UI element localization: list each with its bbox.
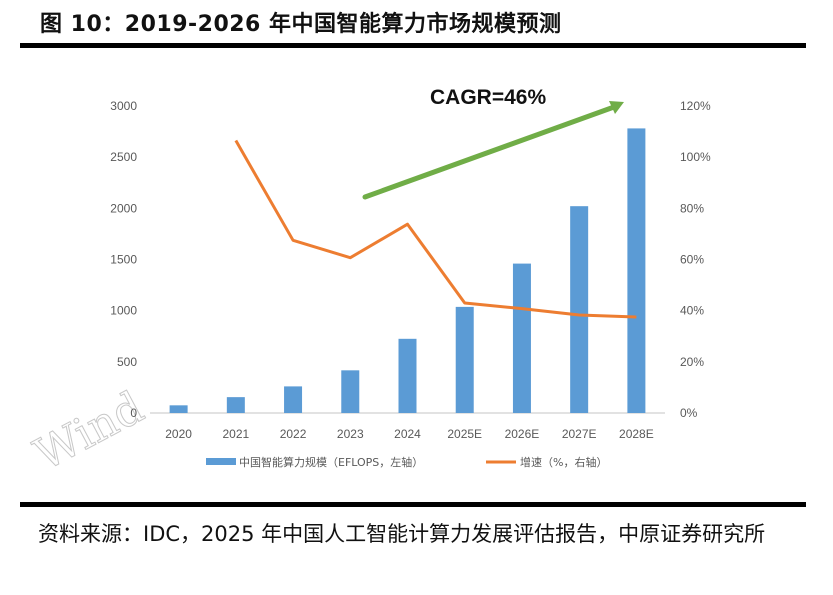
bar-2020 (169, 405, 188, 413)
x-tick-label: 2027E (562, 427, 597, 441)
left-tick-label: 2000 (110, 201, 137, 215)
bar-2028E (627, 128, 646, 413)
bar-2023 (341, 370, 360, 413)
bar-2025E (455, 306, 474, 413)
legend-bar-label: 中国智能算力规模（EFLOPS，左轴） (239, 455, 423, 469)
legend: 中国智能算力规模（EFLOPS，左轴） 增速（%，右轴） (206, 455, 607, 469)
right-axis: 0% 20% 40% 60% 80% 100% 120% (680, 99, 711, 420)
right-tick-label: 40% (680, 304, 704, 318)
cagr-annotation: CAGR=46% (430, 86, 546, 109)
x-tick-label: 2023 (337, 427, 364, 441)
right-tick-label: 0% (680, 406, 698, 420)
right-tick-label: 60% (680, 253, 704, 267)
growth-line (234, 139, 637, 319)
right-tick-label: 20% (680, 355, 704, 369)
bar-2024 (398, 338, 417, 413)
bar-2022 (284, 386, 303, 413)
x-tick-label: 2025E (447, 427, 482, 441)
source-rule (20, 502, 806, 507)
right-tick-label: 80% (680, 201, 704, 215)
left-tick-label: 3000 (110, 99, 137, 113)
x-axis: 2020 2021 2022 2023 2024 2025E 2026E 2027E 2028E (165, 427, 653, 441)
left-tick-label: 1000 (110, 304, 137, 318)
left-tick-label: 500 (117, 355, 137, 369)
bar-2021 (226, 397, 245, 413)
x-tick-label: 2022 (280, 427, 307, 441)
source-note: 资料来源：IDC，2025 年中国人工智能计算力发展评估报告，中原证券研究所 (38, 522, 766, 546)
bar-series (169, 128, 646, 413)
cagr-arrow-line (362, 104, 617, 200)
bar-2026E (512, 263, 531, 413)
left-tick-label: 1500 (110, 253, 137, 267)
x-tick-label: 2021 (222, 427, 249, 441)
watermark: Wind (26, 382, 152, 481)
legend-bar-swatch (206, 458, 236, 465)
left-axis: 0 500 1000 1500 2000 2500 3000 (110, 99, 137, 420)
figure-title: 图 10：2019-2026 年中国智能算力市场规模预测 (40, 12, 562, 37)
x-tick-label: 2028E (619, 427, 654, 441)
x-tick-label: 2026E (505, 427, 540, 441)
arrow-head-icon (609, 101, 624, 114)
x-tick-label: 2020 (165, 427, 192, 441)
legend-line-label: 增速（%，右轴） (520, 455, 607, 469)
left-tick-label: 0 (130, 406, 137, 420)
left-tick-label: 2500 (110, 150, 137, 164)
cagr-arrow (362, 101, 624, 200)
right-tick-label: 120% (680, 99, 711, 113)
bar-2027E (570, 206, 589, 413)
x-tick-label: 2024 (394, 427, 421, 441)
title-rule (20, 43, 806, 48)
right-tick-label: 100% (680, 150, 711, 164)
